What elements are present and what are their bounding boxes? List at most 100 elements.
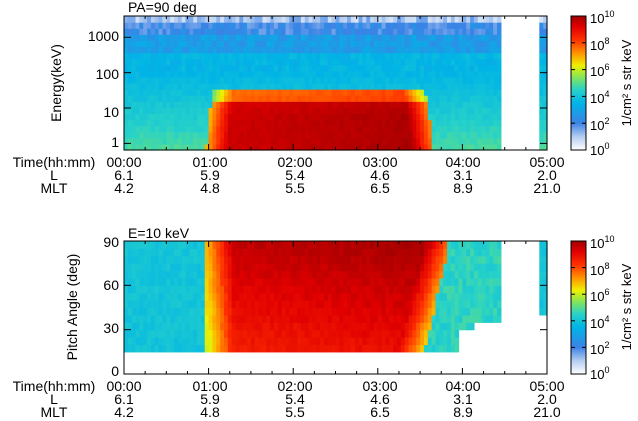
energy-heatmap-cell xyxy=(177,28,183,35)
energy-heatmap-cell xyxy=(223,34,229,41)
energy-heatmap-cell xyxy=(270,95,275,102)
pitch-angle-heatmap-cell xyxy=(127,277,133,286)
energy-heatmap-cell xyxy=(404,40,410,48)
energy-heatmap-cell xyxy=(143,101,148,108)
energy-heatmap-cell xyxy=(335,143,340,151)
pitch-angle-heatmap-cell xyxy=(127,263,133,272)
pitch-angle-heatmap-cell xyxy=(223,263,229,272)
pitch-angle-heatmap-cell xyxy=(343,241,348,249)
energy-heatmap-cell xyxy=(208,137,214,145)
pitch-angle-heatmap-cell xyxy=(327,300,333,309)
energy-heatmap-cell xyxy=(447,113,452,121)
energy-heatmap-cell xyxy=(439,131,444,139)
pitch-angle-heatmap-cell xyxy=(262,337,267,346)
energy-heatmap-cell xyxy=(297,34,302,41)
pitch-angle-heatmap-cell xyxy=(124,241,129,249)
pitch-angle-heatmap-cell xyxy=(197,248,202,257)
pitch-angle-heatmap-cell xyxy=(304,300,310,309)
energy-heatmap-cell xyxy=(127,52,133,60)
pitch-angle-heatmap-cell xyxy=(289,255,294,264)
energy-heatmap-cell xyxy=(247,76,252,84)
energy-heatmap-cell xyxy=(270,64,275,72)
pitch-angle-heatmap-cell xyxy=(250,337,256,346)
energy-heatmap-cell xyxy=(481,40,487,48)
pitch-angle-heatmap-cell xyxy=(235,248,240,257)
energy-heatmap-cell xyxy=(358,83,364,90)
pitch-angle-heatmap-cell xyxy=(277,322,283,331)
pitch-angle-heatmap-cell xyxy=(293,314,298,323)
energy-heatmap-cell xyxy=(335,58,340,66)
energy-heatmap-cell xyxy=(150,46,156,54)
pitch-angle-heatmap-cell xyxy=(239,307,244,316)
energy-heatmap-cell xyxy=(135,107,140,115)
pitch-angle-heatmap-cell xyxy=(147,277,152,286)
energy-heatmap-cell xyxy=(158,131,164,139)
energy-heatmap-cell xyxy=(204,113,210,121)
energy-heatmap-cell xyxy=(212,58,217,66)
energy-heatmap-cell xyxy=(158,64,164,72)
pitch-angle-heatmap-cell xyxy=(327,337,333,346)
energy-heatmap-cell xyxy=(339,107,344,115)
energy-heatmap-cell xyxy=(131,64,137,72)
energy-heatmap-cell xyxy=(397,70,402,78)
pitch-angle-heatmap-cell xyxy=(327,285,333,294)
energy-heatmap-cell xyxy=(162,34,167,41)
energy-heatmap-cell xyxy=(212,125,217,133)
energy-heatmap-cell xyxy=(147,76,152,84)
pitch-angle-heatmap-cell xyxy=(339,314,344,323)
pitch-angle-heatmap-cell xyxy=(400,322,406,331)
energy-heatmap-cell xyxy=(354,34,360,41)
pitch-angle-heatmap-cell xyxy=(231,255,237,264)
energy-heatmap-cell xyxy=(373,28,379,35)
pitch-angle-heatmap-cell xyxy=(435,241,440,249)
pitch-angle-heatmap-cell xyxy=(220,270,225,279)
energy-heatmap-cell xyxy=(385,58,390,66)
energy-heatmap-cell xyxy=(400,119,406,127)
energy-heatmap-cell xyxy=(473,76,479,84)
energy-heatmap-cell xyxy=(473,89,479,96)
pitch-angle-heatmap-cell xyxy=(377,344,383,353)
energy-heatmap-cell xyxy=(485,107,490,115)
energy-heatmap-cell xyxy=(431,64,437,72)
pitch-angle-heatmap-cell xyxy=(454,307,460,316)
energy-heatmap-cell xyxy=(239,70,244,78)
pitch-angle-heatmap-cell xyxy=(477,307,483,316)
energy-heatmap-cell xyxy=(127,70,133,78)
energy-heatmap-cell xyxy=(223,83,229,90)
pitch-angle-heatmap-cell xyxy=(312,337,317,346)
pitch-angle-heatmap-cell xyxy=(143,322,148,331)
pitch-angle-heatmap-cell xyxy=(297,248,302,257)
energy-heatmap-cell xyxy=(227,76,233,84)
energy-heatmap-cell xyxy=(266,34,271,41)
pitch-angle-heatmap-cell xyxy=(331,344,337,353)
energy-heatmap-cell xyxy=(273,137,279,145)
pitch-angle-heatmap-cell xyxy=(300,277,306,286)
pitch-angle-heatmap-cell xyxy=(147,322,152,331)
pitch-angle-heatmap-cell xyxy=(131,285,137,294)
energy-heatmap-cell xyxy=(477,83,483,90)
pitch-angle-heatmap-cell xyxy=(539,277,544,286)
pitch-angle-heatmap-cell xyxy=(423,285,429,294)
energy-heatmap-cell xyxy=(389,22,394,29)
pitch-angle-heatmap-cell xyxy=(231,344,237,353)
pitch-angle-heatmap-cell xyxy=(335,241,340,249)
energy-heatmap-cell xyxy=(431,28,437,35)
pitch-angle-heatmap-cell xyxy=(377,270,383,279)
energy-heatmap-cell xyxy=(408,58,414,66)
energy-heatmap-cell xyxy=(312,101,317,108)
pitch-angle-heatmap-cell xyxy=(366,337,371,346)
energy-heatmap-cell xyxy=(227,28,233,35)
energy-heatmap-cell xyxy=(277,137,283,145)
pitch-angle-heatmap-cell xyxy=(377,277,383,286)
energy-heatmap-cell xyxy=(297,107,302,115)
energy-heatmap-cell xyxy=(212,28,217,35)
pitch-angle-heatmap-cell xyxy=(308,263,314,272)
energy-heatmap-cell xyxy=(262,22,267,29)
energy-heatmap-cell xyxy=(181,119,187,127)
pitch-angle-heatmap-cell xyxy=(239,285,244,294)
energy-heatmap-cell xyxy=(466,76,471,84)
energy-heatmap-cell xyxy=(139,89,144,96)
pitch-angle-heatmap-cell xyxy=(462,248,467,257)
pitch-angle-heatmap-cell xyxy=(181,314,187,323)
pitch-angle-heatmap-cell xyxy=(366,307,371,316)
